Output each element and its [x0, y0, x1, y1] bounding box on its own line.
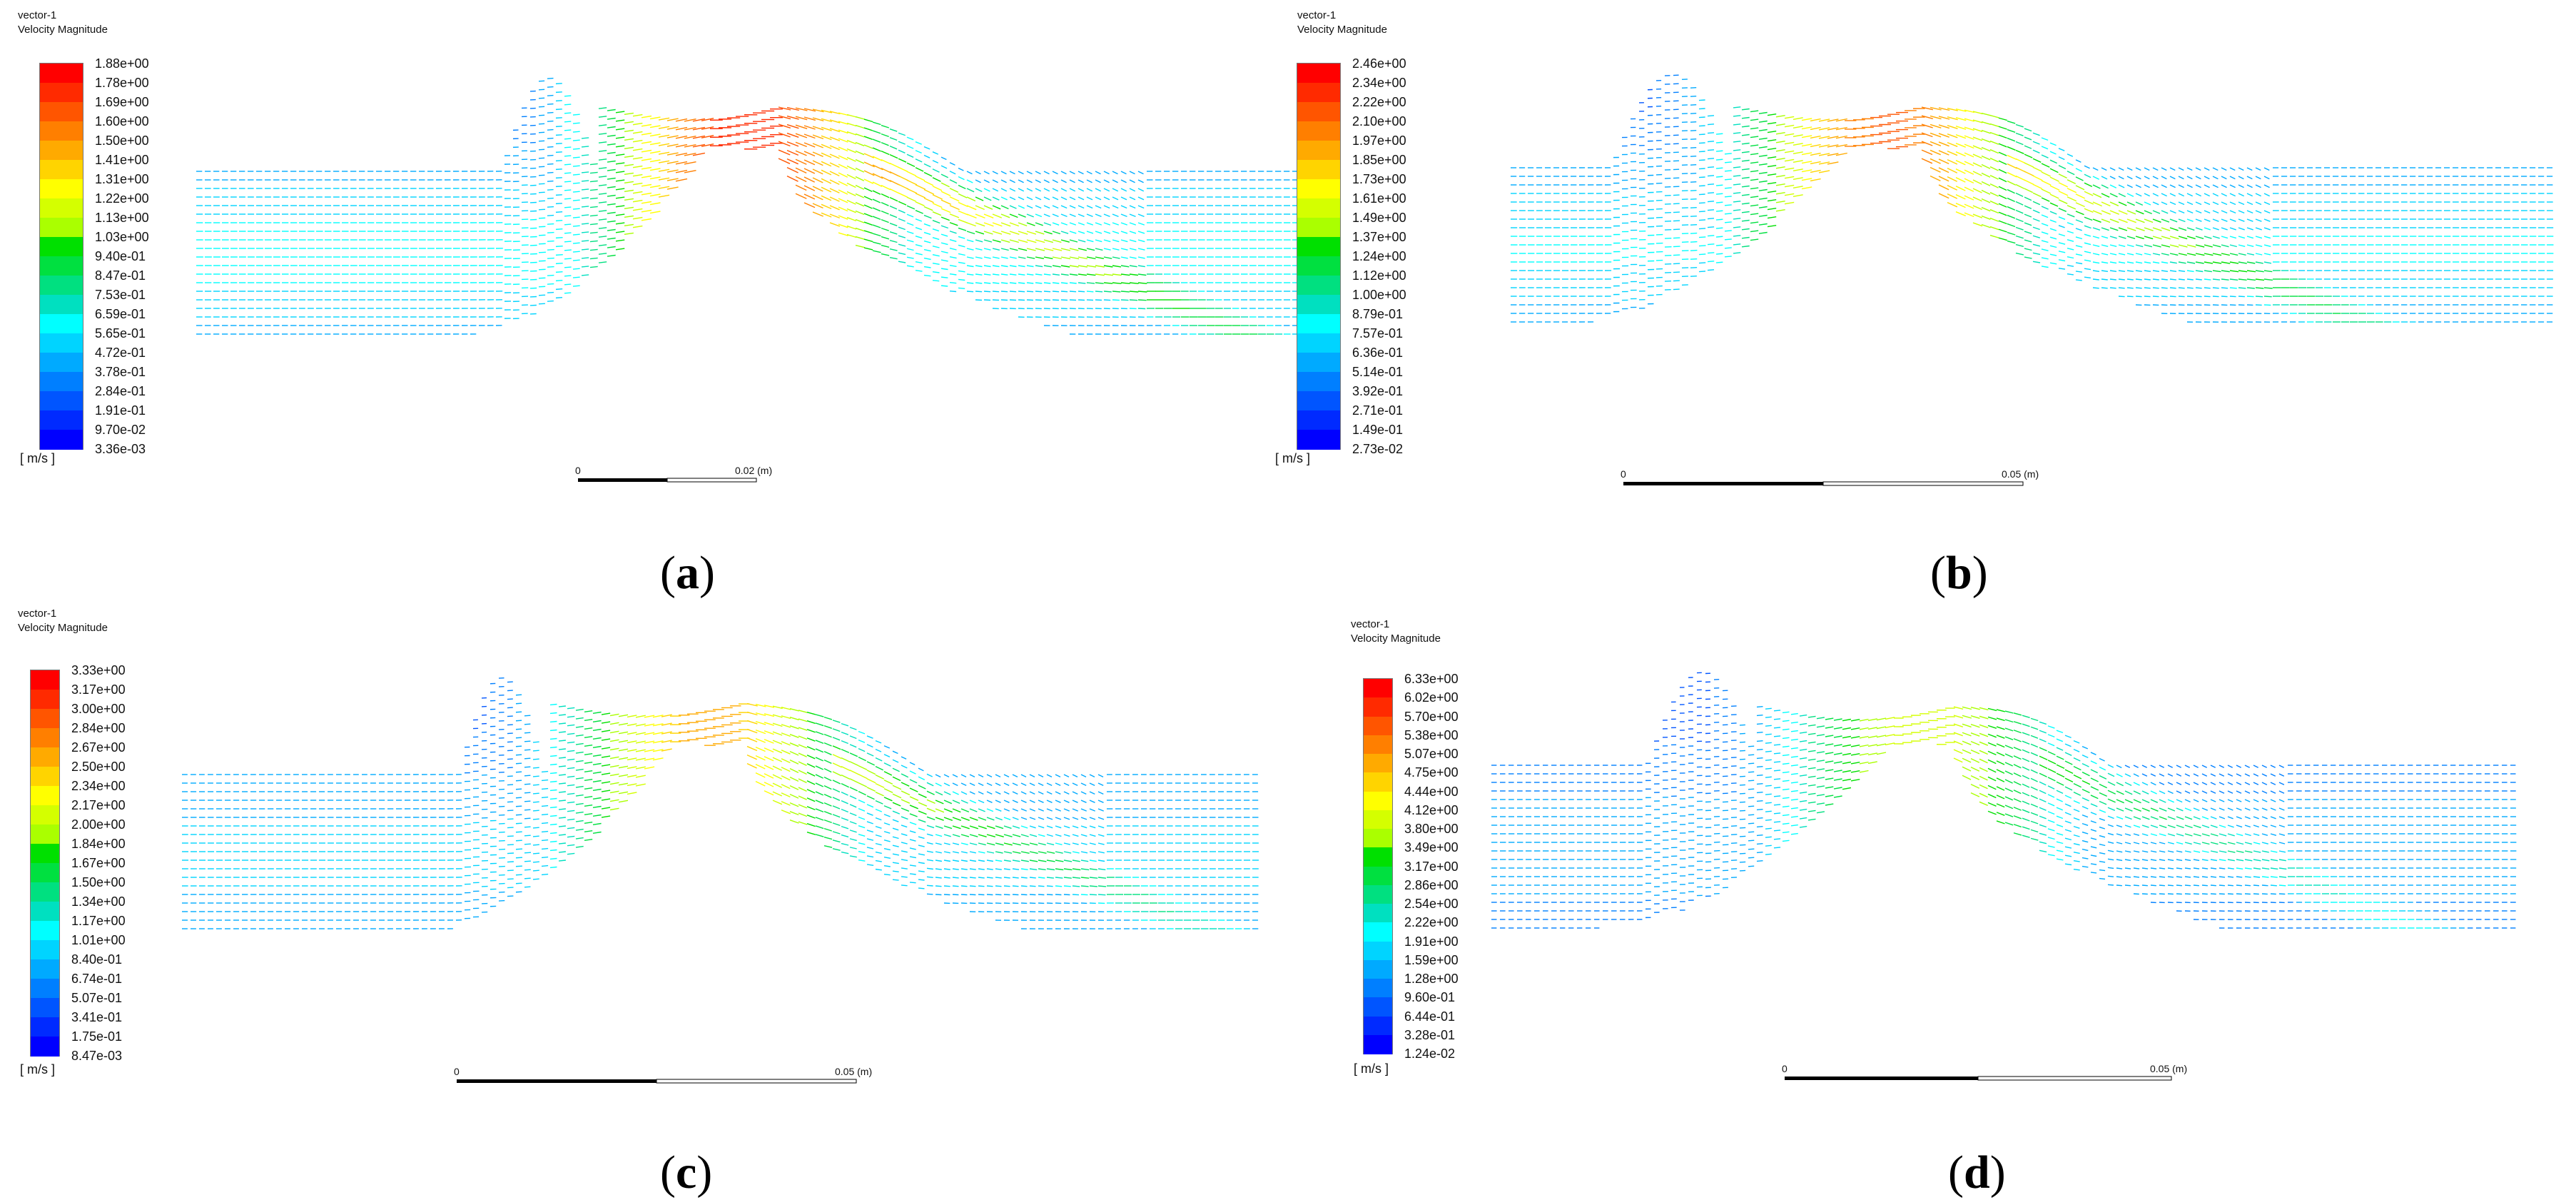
scale-start-label: 0 — [575, 465, 581, 476]
scale-end-label: 0.02 (m) — [735, 465, 772, 476]
panel-caption: (b) — [1930, 546, 1988, 600]
scale-bar-filled — [578, 478, 667, 482]
scale-start-label: 0 — [1621, 468, 1626, 480]
scale-bar-hollow — [667, 478, 756, 482]
scale-end-label: 0.05 (m) — [2002, 468, 2039, 480]
scale-bar-hollow — [1823, 482, 2023, 485]
panel-caption: (a) — [660, 546, 715, 600]
scale-bar-filled — [1623, 482, 1823, 485]
scale-bar: 0 0.05 (m) — [1288, 0, 2576, 600]
scale-bar: 0 0.02 (m) — [0, 0, 1288, 600]
